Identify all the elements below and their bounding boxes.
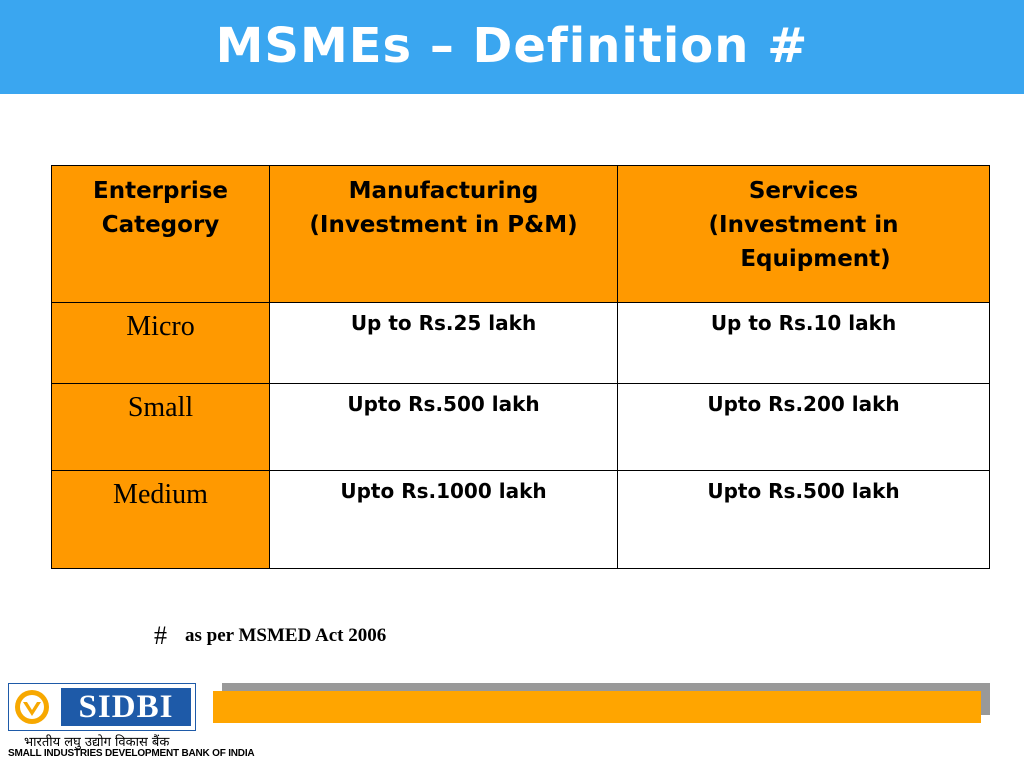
category-cell: Small — [51, 383, 270, 471]
footnote-text: as per MSMED Act 2006 — [185, 625, 387, 646]
header-line: Equipment) — [740, 246, 891, 272]
header-line: Enterprise — [92, 178, 228, 204]
header-line: Category — [101, 212, 220, 238]
footnote: # as per MSMED Act 2006 — [154, 621, 386, 651]
logo-wordmark: SIDBI — [61, 688, 191, 726]
table-row: Micro Up to Rs.25 lakh Up to Rs.10 lakh — [51, 302, 990, 384]
sidbi-logo: SIDBI — [8, 683, 196, 731]
header-line: Services — [748, 178, 859, 204]
table-header-row: Enterprise Category Manufacturing (Inves… — [51, 165, 990, 303]
manufacturing-value-cell: Upto Rs.500 lakh — [269, 383, 618, 471]
logo-english-text: SMALL INDUSTRIES DEVELOPMENT BANK OF IND… — [8, 748, 255, 759]
category-cell: Micro — [51, 302, 270, 384]
msme-definition-table: Enterprise Category Manufacturing (Inves… — [51, 165, 990, 569]
sidbi-emblem-icon — [15, 690, 49, 724]
header-line: (Investment in P&M) — [309, 212, 578, 238]
manufacturing-value-cell: Upto Rs.1000 lakh — [269, 470, 618, 569]
manufacturing-value-cell: Up to Rs.25 lakh — [269, 302, 618, 384]
footnote-symbol: # — [154, 621, 167, 650]
logo-hindi-text: भारतीय लघु उद्योग विकास बैंक — [24, 735, 170, 750]
category-cell: Medium — [51, 470, 270, 569]
header-line: (Investment in — [708, 212, 899, 238]
footer-bar — [213, 691, 981, 723]
title-bar — [0, 0, 1024, 94]
header-services: Services (Investment in Equipment) — [617, 165, 990, 303]
header-enterprise-category: Enterprise Category — [51, 165, 270, 303]
header-manufacturing: Manufacturing (Investment in P&M) — [269, 165, 618, 303]
services-value-cell: Up to Rs.10 lakh — [617, 302, 990, 384]
table-row: Small Upto Rs.500 lakh Upto Rs.200 lakh — [51, 383, 990, 471]
table-row: Medium Upto Rs.1000 lakh Upto Rs.500 lak… — [51, 470, 990, 569]
services-value-cell: Upto Rs.500 lakh — [617, 470, 990, 569]
slide-title: MSMEs – Definition # — [215, 18, 809, 74]
services-value-cell: Upto Rs.200 lakh — [617, 383, 990, 471]
header-line: Manufacturing — [348, 178, 539, 204]
